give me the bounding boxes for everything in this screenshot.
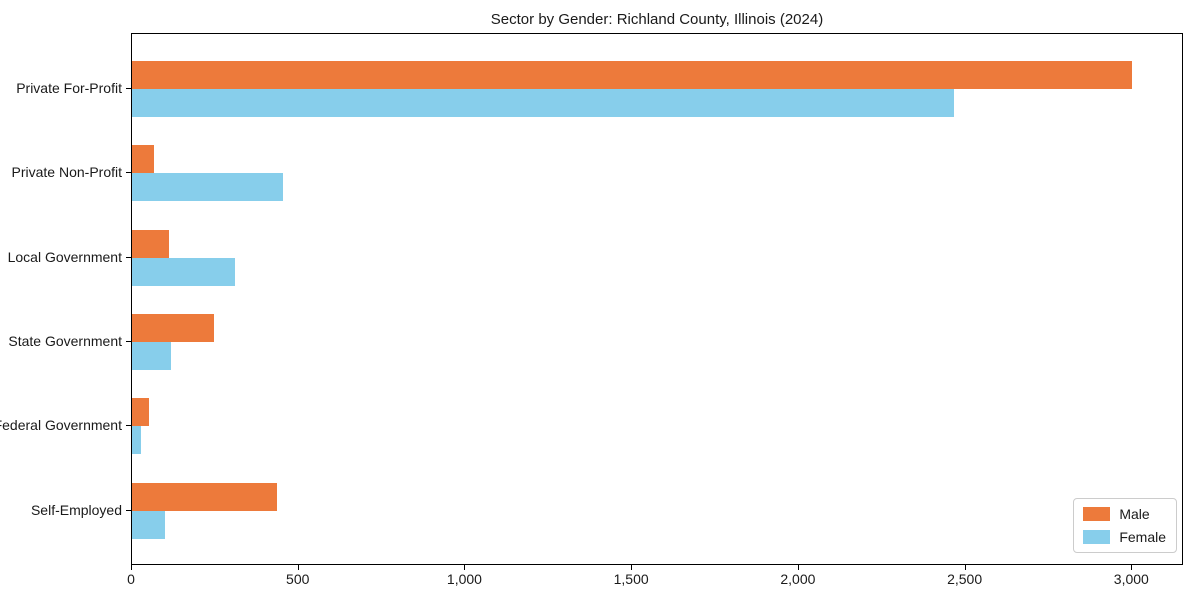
y-tick-mark: [126, 509, 131, 511]
y-tick-mark: [126, 172, 131, 174]
bar-female-private-for-profit: [132, 89, 955, 117]
bar-male-private-non-profit: [132, 145, 154, 174]
bar-male-local-government: [132, 229, 169, 258]
bar-female-local-government: [132, 257, 236, 286]
legend-label: Male: [1119, 506, 1150, 522]
y-axis-label-state-government: State Government: [8, 332, 122, 349]
y-axis-label-local-government: Local Government: [7, 248, 122, 265]
x-tick-mark: [631, 565, 633, 570]
legend-item-male: Male: [1083, 506, 1166, 522]
y-tick-mark: [126, 340, 131, 342]
x-tick-mark: [1131, 565, 1133, 570]
bar-female-federal-government: [132, 426, 141, 455]
bar-female-self-employed: [132, 510, 166, 539]
plot-area: Male Female: [131, 33, 1183, 565]
x-tick-label-2-000: 2,000: [780, 571, 816, 587]
x-tick-label-0: 0: [127, 571, 135, 587]
y-axis-label-self-employed: Self-Employed: [30, 501, 122, 518]
legend-swatch-male: [1083, 507, 1111, 521]
bar-male-federal-government: [132, 398, 149, 427]
y-axis-label-private-for-profit: Private For-Profit: [16, 80, 122, 96]
legend-item-female: Female: [1083, 529, 1166, 545]
bar-female-state-government: [132, 341, 172, 370]
legend: Male Female: [1073, 498, 1177, 553]
x-tick-mark: [297, 565, 299, 570]
x-tick-mark: [131, 565, 132, 570]
y-axis-label-private-non-profit: Private Non-Profit: [11, 164, 122, 181]
y-tick-mark: [126, 256, 131, 258]
x-tick-mark: [464, 565, 466, 570]
legend-label: Female: [1119, 529, 1166, 545]
bar-male-self-employed: [132, 482, 277, 511]
y-tick-mark: [126, 88, 131, 89]
x-tick-label-2-500: 2,500: [947, 571, 983, 587]
bar-female-private-non-profit: [132, 173, 284, 202]
x-tick-label-3-000: 3,000: [1113, 571, 1149, 587]
chart-title: Sector by Gender: Richland County, Illin…: [490, 11, 824, 28]
x-tick-label-1-000: 1,000: [446, 571, 482, 587]
x-tick-label-500: 500: [286, 571, 310, 587]
bar-male-state-government: [132, 313, 214, 342]
y-tick-mark: [126, 425, 131, 427]
x-tick-mark: [964, 565, 966, 570]
x-tick-label-1-500: 1,500: [613, 571, 649, 587]
x-tick-mark: [797, 565, 799, 570]
y-axis-label-federal-government: Federal Government: [0, 417, 122, 434]
legend-swatch-female: [1083, 530, 1111, 544]
bar-male-private-for-profit: [132, 61, 1133, 89]
